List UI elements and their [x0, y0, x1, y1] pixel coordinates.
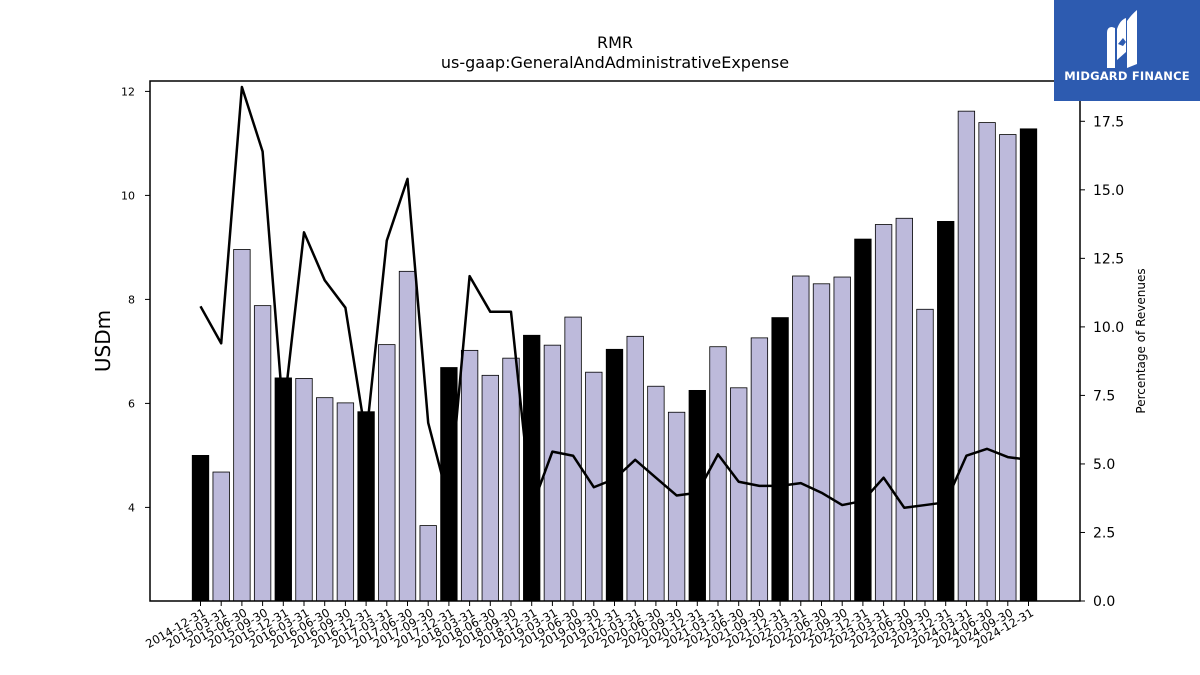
bar-2021-09-30: [750, 337, 769, 602]
bar-2018-03-31: [460, 349, 479, 602]
y2-tick-label: 0.0: [1093, 594, 1115, 610]
bar-2024-09-30: [999, 134, 1017, 602]
bar-2020-12-31: [688, 389, 706, 602]
y-tick-label: 4: [128, 501, 135, 514]
bar-2023-03-31: [874, 224, 893, 602]
y2-tick-label: 15.0: [1093, 183, 1124, 199]
bar-2019-06-30: [564, 316, 582, 602]
y2-tick-label: 2.5: [1093, 525, 1115, 541]
bar-2017-03-31: [378, 344, 396, 602]
y2-tick-label: 12.5: [1093, 251, 1124, 267]
bar-2019-03-31: [543, 344, 562, 602]
bar-2018-09-30: [502, 357, 520, 602]
bar-2021-03-31: [709, 346, 727, 602]
bar-2015-06-30: [233, 249, 251, 602]
y2-tick-label: 5.0: [1093, 457, 1115, 473]
bar-2015-03-31: [212, 471, 230, 602]
bar-2015-09-30: [253, 305, 272, 602]
bar-2020-06-30: [647, 385, 665, 602]
bar-2016-12-31: [357, 411, 375, 602]
x-axis-ticks: 2014-12-312015-03-312015-06-302015-09-30…: [143, 601, 1036, 651]
y-tick-label: 12: [121, 85, 135, 98]
bar-2023-12-31: [937, 220, 955, 602]
y2-tick-label: 17.5: [1093, 114, 1124, 130]
y2-tick-label: 10.0: [1093, 320, 1124, 336]
percentage-line: [199, 85, 1029, 510]
bar-2017-09-30: [419, 525, 437, 602]
bar-2022-12-31: [854, 238, 872, 602]
chart-subtitle: us-gaap:GeneralAndAdministrativeExpense: [441, 53, 789, 72]
bar-2023-06-30: [895, 217, 913, 602]
right-axis-ticks: 0.0 2.5 5.0 7.5 10.0 12.5 15.0 17.5: [1080, 114, 1124, 610]
logo-text: MIDGARD FINANCE: [1064, 69, 1190, 83]
bar-2022-09-30: [833, 276, 851, 602]
bar-2020-09-30: [667, 411, 686, 602]
bar-2014-12-31: [191, 454, 210, 602]
y2-axis-label: Percentage of Revenues: [1134, 268, 1148, 413]
bar-2018-12-31: [523, 334, 541, 602]
bar-2017-06-30: [398, 270, 417, 602]
bar-2016-03-31: [295, 378, 313, 602]
bar-2021-06-30: [730, 387, 748, 602]
bar-2024-06-30: [978, 122, 996, 602]
y-tick-label: 6: [128, 397, 135, 410]
bar-series: [191, 110, 1038, 602]
left-axis-ticks: 4 6 8 10 12: [121, 85, 150, 514]
bar-2016-06-30: [316, 397, 334, 602]
bar-2023-09-30: [916, 308, 934, 602]
y-axis-label: USDm: [91, 310, 115, 372]
bar-2016-09-30: [336, 402, 355, 602]
midgard-logo-icon: [1107, 10, 1137, 68]
midgard-finance-logo: MIDGARD FINANCE: [1054, 0, 1200, 101]
bar-2021-12-31: [771, 317, 789, 602]
percentage-line-series: [199, 85, 1029, 510]
y2-tick-label: 7.5: [1093, 388, 1115, 404]
bar-2022-06-30: [812, 283, 831, 602]
y-tick-label: 10: [121, 189, 135, 202]
bar-2024-12-31: [1019, 128, 1038, 602]
chart-title: RMR: [597, 33, 633, 52]
y-tick-label: 8: [128, 293, 135, 306]
bar-2024-03-31: [957, 110, 976, 602]
bar-2022-03-31: [792, 275, 810, 602]
bar-2018-06-30: [481, 374, 499, 602]
bar-2020-03-31: [626, 335, 644, 602]
